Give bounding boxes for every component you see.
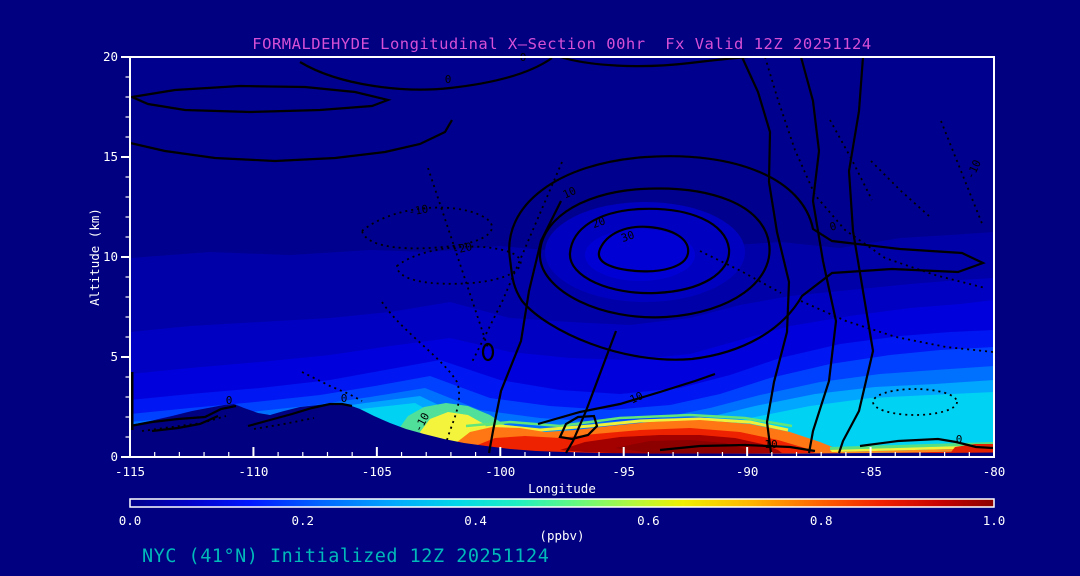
fill-green-edge [465,413,793,428]
svg-text:0.8: 0.8 [810,513,833,528]
svg-text:-105: -105 [362,464,392,479]
x-axis-ticks [129,447,995,457]
svg-text:20: 20 [103,49,118,64]
svg-text:0: 0 [341,392,348,405]
svg-text:-80: -80 [983,464,1006,479]
initialization-caption: NYC (41°N) Initialized 12Z 20251124 [142,546,549,567]
colorbar [129,498,995,508]
svg-text:1.0: 1.0 [983,513,1006,528]
svg-text:10: 10 [628,389,646,406]
plot-title: FORMALDEHYDE Longitudinal X—Section 00hr… [252,35,871,53]
svg-text:0: 0 [828,219,838,233]
svg-text:20: 20 [590,214,607,231]
svg-text:0: 0 [956,433,963,446]
svg-text:-95: -95 [612,464,635,479]
svg-text:-10: -10 [407,202,429,218]
svg-text:-85: -85 [859,464,882,479]
x-axis-label: Longitude [528,481,596,496]
colorbar-tick-labels: 0.0 0.2 0.4 0.6 0.8 1.0 [119,513,1006,528]
svg-text:-110: -110 [238,464,268,479]
svg-text:15: 15 [103,149,118,164]
svg-text:10: 10 [561,184,579,201]
terrain-silhouette [130,403,994,457]
svg-text:0.6: 0.6 [637,513,660,528]
svg-text:10: 10 [103,249,118,264]
svg-text:0: 0 [445,73,452,86]
svg-text:-20: -20 [451,240,473,257]
svg-text:-115: -115 [115,464,145,479]
svg-text:0.2: 0.2 [292,513,315,528]
y-axis-ticks [121,56,130,458]
contour-lines-dotted [141,57,994,441]
svg-text:-90: -90 [736,464,759,479]
svg-text:0.0: 0.0 [119,513,142,528]
svg-text:30: 30 [619,228,636,245]
colorbar-units-label: (ppbv) [539,528,584,543]
svg-text:0.4: 0.4 [464,513,487,528]
svg-text:10: 10 [764,438,777,451]
x-axis-tick-labels: -115 -110 -105 -100 -95 -90 -85 -80 [115,464,1005,479]
contour-lines-solid [130,57,994,454]
y-axis-tick-labels: 0 5 10 15 20 [103,49,118,464]
svg-text:0: 0 [110,449,118,464]
svg-text:5: 5 [110,349,118,364]
svg-text:-100: -100 [485,464,515,479]
concentration-fill [130,57,994,457]
y-axis-label: Altitude (km) [87,208,102,306]
svg-text:0: 0 [226,394,233,407]
fill-deepred-core [615,440,748,453]
fill-yellow-edge [469,417,789,432]
